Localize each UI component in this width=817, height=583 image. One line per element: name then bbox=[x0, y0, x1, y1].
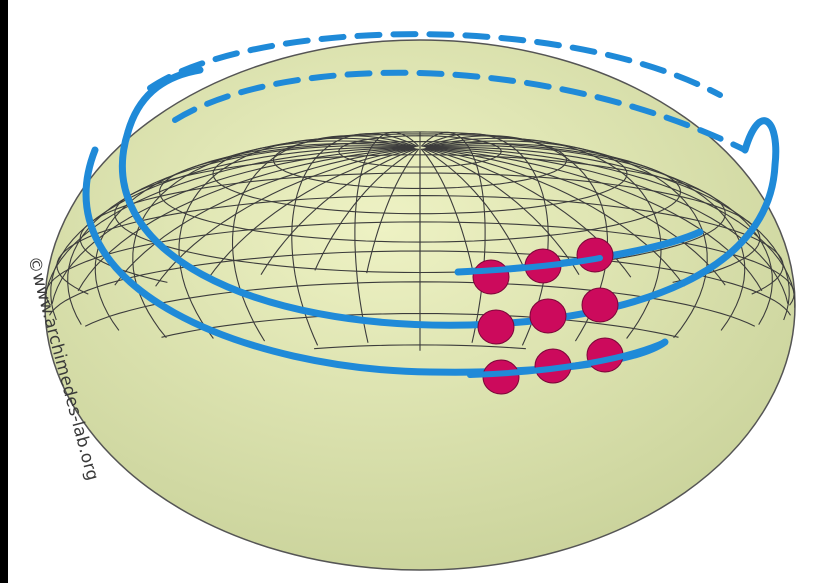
meridian-line bbox=[423, 148, 580, 275]
red-dot-grid bbox=[455, 237, 668, 395]
meridian-line bbox=[425, 143, 746, 331]
red-dot bbox=[581, 287, 619, 323]
meridian-line bbox=[178, 137, 416, 339]
parallel-line bbox=[114, 154, 726, 274]
parallel-line bbox=[338, 135, 502, 168]
red-dot bbox=[477, 309, 515, 345]
meridian-line bbox=[426, 147, 795, 308]
meridian-line bbox=[366, 148, 420, 274]
parallel-line bbox=[158, 141, 682, 243]
meridian-line bbox=[314, 148, 419, 271]
parallel-line bbox=[56, 195, 784, 295]
meridian-line bbox=[424, 140, 708, 339]
parallel-line bbox=[45, 221, 795, 306]
globe-grid bbox=[45, 131, 795, 351]
parallel-line bbox=[272, 131, 568, 189]
meridian-line bbox=[426, 147, 763, 292]
helix-front-arc bbox=[124, 66, 204, 136]
helix-back-arc bbox=[147, 31, 723, 98]
meridian-line bbox=[426, 146, 790, 321]
parallel-line bbox=[212, 133, 628, 215]
meridian-line bbox=[94, 143, 415, 331]
meridian-line bbox=[50, 146, 414, 321]
meridian-line bbox=[260, 148, 417, 275]
meridian-line bbox=[132, 140, 416, 339]
meridian-line bbox=[155, 147, 416, 287]
helix-back-arc bbox=[172, 69, 748, 153]
meridian-line bbox=[424, 147, 685, 287]
meridian-line bbox=[426, 147, 789, 304]
helix-over-dots bbox=[467, 339, 668, 378]
parallel-line bbox=[79, 172, 761, 283]
helix-front-arc bbox=[118, 117, 780, 329]
meridian-line bbox=[420, 148, 474, 274]
meridian-line bbox=[421, 148, 526, 271]
parallel-line bbox=[49, 250, 791, 316]
red-dot bbox=[529, 298, 567, 334]
helix-over-dots bbox=[455, 255, 603, 275]
meridian-line bbox=[424, 137, 662, 339]
red-dot bbox=[472, 259, 510, 295]
parallel-line bbox=[314, 344, 526, 350]
red-dot bbox=[576, 237, 614, 273]
meridian-line bbox=[51, 147, 414, 304]
